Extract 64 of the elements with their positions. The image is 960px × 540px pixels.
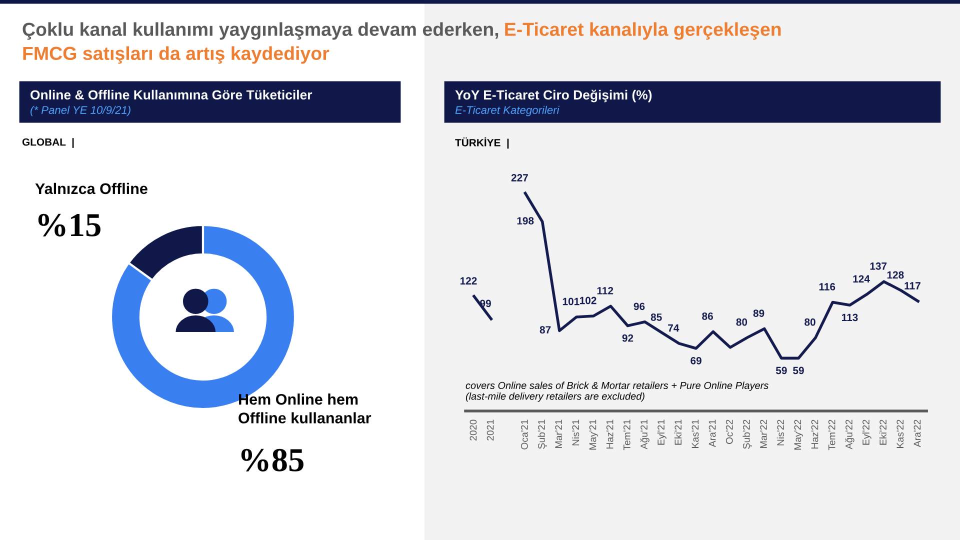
x-tick-label: Mar'21 [555, 420, 562, 448]
x-tick-label: Şub'21 [538, 420, 547, 449]
chart-subtitle: (* Panel YE 10/9/21) [30, 106, 130, 116]
data-label: 69 [690, 356, 702, 364]
data-label: 128 [887, 271, 904, 279]
x-tick-label: Tem'22 [828, 420, 836, 450]
x-tick-label: Kas'22 [896, 420, 904, 448]
text: GLOBAL | [22, 138, 74, 148]
slice-label: Yalnızca Offline [35, 182, 148, 194]
x-tick-label: May'22 [794, 420, 804, 450]
data-label: 96 [634, 302, 645, 310]
text: TÜRKİYE | [455, 137, 509, 149]
data-label: 59 [793, 366, 804, 374]
x-tick-label: May'21 [589, 420, 598, 450]
data-label: 101 [562, 298, 580, 306]
x-tick-label: Eki'22 [879, 420, 886, 445]
x-tick-label: Şub'22 [742, 420, 752, 449]
x-tick-label: Ağu'21 [640, 420, 650, 450]
x-tick-label: Kas'21 [692, 420, 699, 448]
data-label: 116 [819, 283, 836, 290]
x-tick-label: Haz'21 [606, 420, 614, 448]
data-label: 198 [517, 217, 534, 224]
x-tick-label: Ara'22 [914, 420, 921, 448]
chart-subtitle: E-Ticaret Kategorileri [455, 106, 560, 116]
data-label: 227 [511, 174, 528, 182]
data-label: 80 [804, 318, 816, 326]
x-tick-label: Ağu'22 [845, 420, 854, 450]
data-label: 92 [622, 334, 634, 342]
x-tick-label: Nis'22 [776, 420, 784, 446]
x-tick-label: Tem'21 [623, 420, 630, 450]
x-tick-label: Ara'21 [708, 420, 716, 448]
x-tick-label: Eyl'22 [862, 420, 872, 445]
x-tick-label: Eki'21 [674, 420, 682, 445]
data-label: 80 [736, 318, 748, 326]
data-label: 59 [776, 366, 787, 374]
data-label: 85 [650, 314, 662, 321]
text: covers Online sales of Brick & Mortar retailers + Pure Online Players (last-mile delivery retailers are excluded) [466, 382, 768, 402]
data-label: 122 [460, 277, 477, 284]
x-tick-label: 2021 [486, 420, 494, 440]
data-label: 102 [580, 296, 596, 304]
data-label: %85 [241, 448, 304, 472]
data-label: %15 [38, 214, 100, 236]
text: E-Ticaret kanalıyla gerçekleşen [505, 22, 781, 40]
slice-label: Hem Online hem Offline kullananlar [238, 394, 372, 424]
text: FMCG satışları da artış kaydediyor [23, 46, 330, 64]
chart-title: Online & Offline Kullanımına Göre Tüketiciler [30, 90, 312, 100]
x-tick-label: Oc'22 [726, 420, 733, 444]
data-label: 87 [540, 326, 551, 334]
data-label: 113 [842, 314, 858, 322]
chart-title: YoY E-Ticaret Ciro Değişimi (%) [455, 90, 652, 102]
x-tick-label: Oca'21 [520, 420, 528, 450]
data-label: 112 [597, 286, 614, 294]
x-tick-label: Haz'22 [811, 420, 818, 448]
data-label: 86 [702, 312, 713, 320]
data-label: 89 [753, 310, 764, 317]
x-tick-label: Eyl'21 [657, 420, 666, 445]
data-label: 124 [853, 275, 870, 282]
text: Çoklu kanal kullanımı yaygınlaşmaya devam ederken, [22, 22, 498, 40]
x-tick-label: 2020 [470, 420, 477, 440]
data-label: 117 [904, 282, 920, 290]
x-tick-label: Nis'21 [572, 420, 580, 446]
data-label: 74 [668, 324, 680, 332]
x-tick-label: Mar'22 [760, 420, 767, 448]
data-label: 137 [870, 262, 887, 270]
